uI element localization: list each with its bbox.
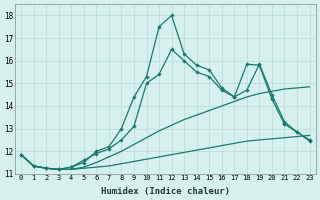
X-axis label: Humidex (Indice chaleur): Humidex (Indice chaleur) bbox=[101, 187, 230, 196]
